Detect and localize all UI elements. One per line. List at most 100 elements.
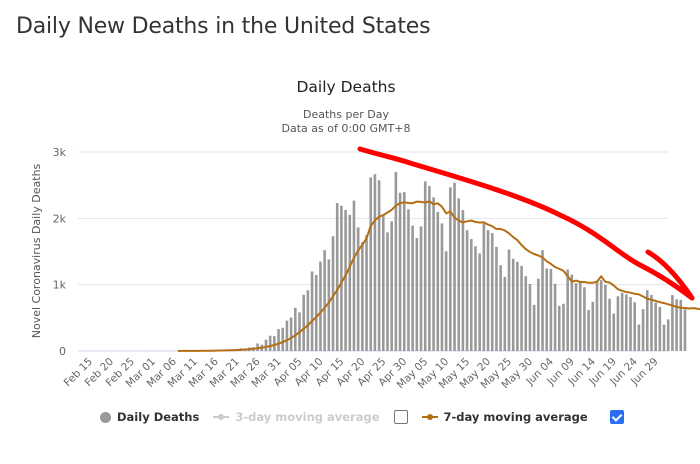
bar	[666, 319, 670, 351]
bar	[591, 301, 595, 351]
page-title: Daily New Deaths in the United States	[16, 14, 431, 39]
bar	[474, 246, 477, 351]
bar	[486, 230, 490, 351]
bar	[608, 298, 611, 351]
bar	[377, 180, 381, 351]
bar	[465, 230, 469, 351]
bar	[616, 296, 620, 351]
bar	[398, 192, 402, 351]
bar	[361, 242, 364, 351]
bar	[637, 324, 641, 351]
bar	[444, 251, 448, 351]
bar	[402, 192, 406, 351]
bar	[294, 307, 297, 351]
bar	[365, 235, 368, 351]
bar	[436, 211, 440, 351]
red-trend-line	[357, 146, 695, 301]
bar	[440, 223, 444, 351]
bar	[373, 174, 377, 351]
bar	[587, 310, 590, 351]
bar	[457, 198, 461, 351]
bar	[604, 284, 607, 351]
bar	[671, 295, 674, 351]
bar	[537, 278, 540, 351]
bar	[578, 282, 582, 351]
bar	[340, 205, 343, 351]
bar	[344, 209, 347, 351]
bar	[654, 302, 657, 351]
bar	[306, 290, 310, 351]
bar	[264, 339, 268, 351]
bar	[285, 320, 289, 351]
legend-item-daily-deaths[interactable]: Daily Deaths	[100, 410, 199, 424]
bar	[302, 294, 305, 351]
bar	[415, 238, 419, 351]
bar	[528, 284, 532, 351]
bar	[356, 227, 360, 351]
legend-label-daily-deaths: Daily Deaths	[117, 410, 200, 424]
bar	[620, 292, 624, 351]
line-marker-icon	[421, 412, 438, 422]
legend-item-3day-average[interactable]: 3-day moving average	[213, 410, 380, 424]
bar	[348, 214, 352, 351]
legend: Daily Deaths 3-day moving average 7-day …	[100, 406, 638, 428]
bar	[382, 214, 385, 351]
line-series-7day	[177, 200, 700, 352]
bar	[394, 172, 398, 351]
bar	[516, 261, 519, 351]
bar	[482, 223, 486, 351]
legend-item-7day-average[interactable]: 7-day moving average	[421, 410, 588, 424]
bar	[658, 306, 662, 351]
bar	[273, 336, 276, 351]
bar	[549, 268, 553, 351]
y-axis-label: Novel Coronavirus Daily Deaths	[30, 163, 43, 338]
moving-average-line	[177, 200, 700, 352]
bar	[583, 287, 586, 351]
bar	[469, 238, 473, 351]
line-marker-icon	[213, 412, 230, 422]
bar	[645, 290, 649, 351]
chart-title: Daily Deaths	[296, 78, 395, 96]
bar	[390, 221, 393, 351]
red-arrowhead	[645, 249, 695, 301]
red-trend-annotation	[357, 146, 695, 301]
bar	[490, 233, 494, 351]
bar	[662, 324, 666, 351]
bar	[507, 249, 511, 351]
bar	[289, 317, 293, 351]
bar	[314, 274, 318, 351]
bar	[675, 299, 678, 351]
3day-average-checkbox[interactable]	[393, 410, 408, 424]
bar	[453, 182, 456, 351]
bar	[612, 313, 616, 351]
bar	[256, 343, 259, 351]
bar	[562, 303, 565, 351]
bar	[503, 276, 507, 351]
bar	[423, 181, 427, 351]
y-tick-label: 3k	[53, 146, 67, 159]
bar	[277, 329, 280, 351]
bar	[629, 297, 632, 351]
bar	[335, 203, 339, 351]
bar	[633, 302, 636, 351]
y-axis-ticks: 0 1k 2k 3k	[53, 146, 67, 358]
bar	[310, 271, 314, 351]
bar	[499, 265, 502, 351]
legend-label-7day-average: 7-day moving average	[443, 410, 588, 424]
bar	[524, 276, 528, 351]
bar	[432, 197, 435, 351]
bar	[411, 225, 414, 351]
chart-subtitle-line-2: Data as of 0:00 GMT+8	[282, 122, 411, 135]
bar	[595, 280, 599, 351]
7day-average-checkbox[interactable]	[609, 410, 624, 424]
chart-subtitle-line-1: Deaths per Day	[303, 108, 389, 121]
bar	[369, 177, 373, 351]
bar	[478, 253, 481, 351]
bar	[331, 236, 335, 351]
bar	[386, 232, 389, 351]
bar	[557, 305, 561, 351]
bar	[511, 258, 515, 351]
bar	[566, 269, 569, 351]
